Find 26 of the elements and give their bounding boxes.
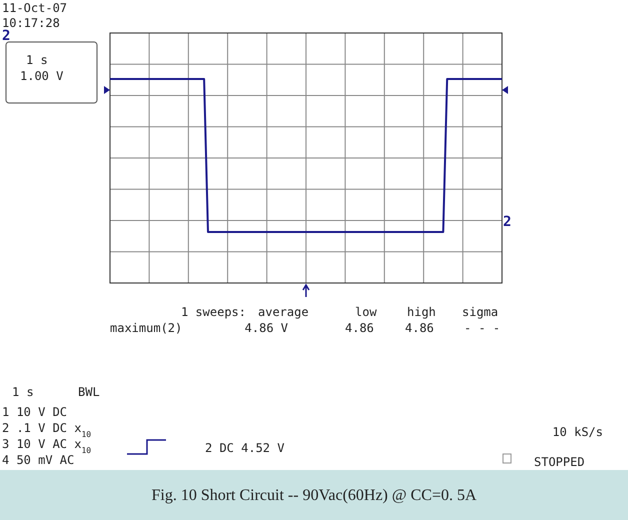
- text: 3 10 V AC x$_{10}$: [2, 437, 92, 454]
- text: 2: [503, 214, 512, 230]
- text: BWL: [78, 385, 100, 399]
- text: 4.86 V: [244, 321, 288, 335]
- text: 10 kS/s: [552, 425, 603, 439]
- text: 4.86: [405, 321, 434, 335]
- text: 2: [2, 28, 10, 44]
- text: high: [407, 305, 436, 319]
- text: 11-Oct-07: [2, 1, 68, 15]
- text: 1 s: [12, 385, 34, 399]
- text: sigma: [462, 305, 498, 319]
- text: low: [355, 305, 378, 319]
- text: 4.86: [345, 321, 374, 335]
- text: Fig. 10 Short Circuit -- 90Vac(60Hz) @ CC=0. 5A: [151, 487, 477, 504]
- text: 4 50 mV AC: [2, 453, 74, 467]
- text: 1 10 V DC: [2, 405, 68, 419]
- text: - - -: [464, 321, 500, 335]
- text: maximum(2): [110, 321, 182, 335]
- text: STOPPED: [534, 455, 585, 469]
- text: 1 s: [26, 53, 48, 67]
- text: 10:17:28: [2, 16, 60, 30]
- text: average: [258, 305, 309, 319]
- text: 1 sweeps:: [180, 305, 246, 319]
- text: 2 .1 V DC x$_{10}$: [2, 421, 92, 438]
- text: 1.00 V: [20, 69, 64, 83]
- text: 2 DC 4.52 V: [205, 441, 284, 455]
